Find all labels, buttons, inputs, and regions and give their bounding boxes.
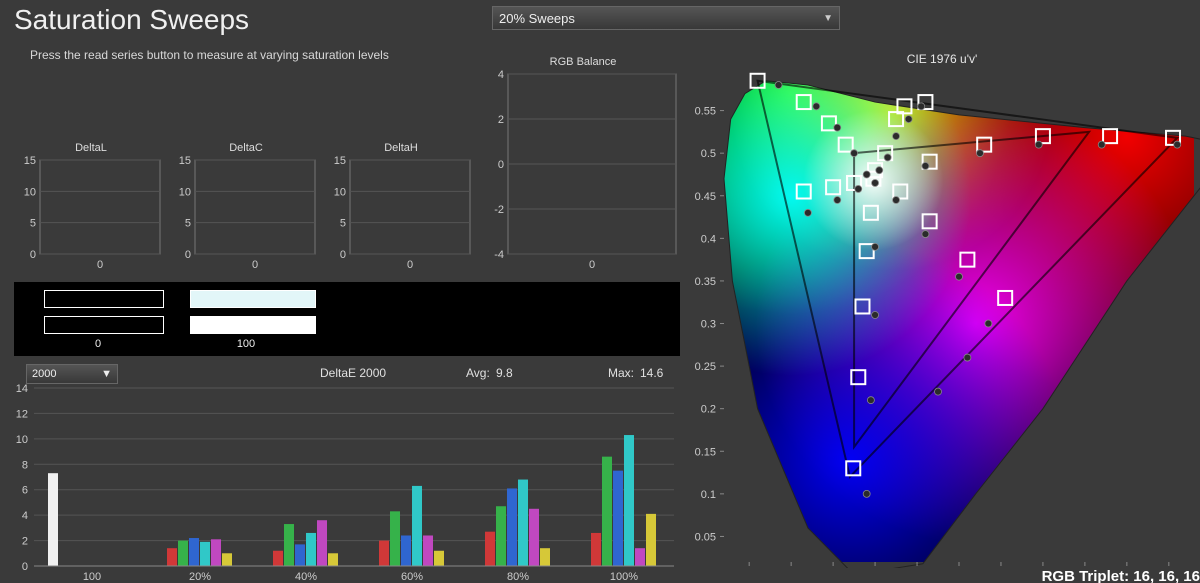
- svg-text:20%: 20%: [189, 571, 211, 583]
- cie-diagram: CIE 1976 u'v' 0.050.10.150.20.250.30.350…: [684, 58, 1200, 583]
- deltac-label: DeltaC: [173, 142, 319, 154]
- deltah-label: DeltaH: [328, 142, 474, 154]
- svg-text:10: 10: [334, 186, 346, 198]
- deltae-max-value: 14.6: [640, 366, 663, 380]
- svg-text:0.35: 0.35: [990, 567, 1011, 568]
- cie-title: CIE 1976 u'v': [684, 52, 1200, 66]
- svg-text:0: 0: [97, 259, 103, 271]
- svg-text:6: 6: [22, 485, 28, 497]
- svg-text:0.15: 0.15: [695, 446, 716, 458]
- chevron-down-icon: ▼: [823, 13, 833, 24]
- svg-text:2: 2: [498, 114, 504, 126]
- svg-text:0.45: 0.45: [695, 191, 716, 203]
- swatch-target: [44, 316, 164, 334]
- deltae-title: DeltaE 2000: [320, 366, 386, 380]
- swatch-strip: Target Actual 0100: [14, 282, 680, 356]
- deltae-avg-label: Avg:: [466, 366, 490, 380]
- svg-text:0.3: 0.3: [701, 319, 716, 331]
- swatch-value-label: 0: [78, 338, 118, 350]
- svg-text:12: 12: [16, 408, 28, 420]
- swatch-actual: [190, 290, 316, 308]
- deltae-mode-selector[interactable]: 2000 ▼: [26, 364, 118, 384]
- svg-text:0.1: 0.1: [701, 489, 716, 501]
- svg-text:40%: 40%: [295, 571, 317, 583]
- svg-text:10: 10: [179, 186, 191, 198]
- svg-text:-2: -2: [494, 204, 504, 216]
- svg-text:0.05: 0.05: [738, 567, 759, 568]
- svg-text:8: 8: [22, 459, 28, 471]
- svg-text:100: 100: [83, 571, 101, 583]
- deltal-chart: DeltaL 0510150: [18, 156, 164, 272]
- sweep-selector[interactable]: 20% Sweeps ▼: [492, 6, 840, 30]
- rgb-balance-chart: RGB Balance -4-20240: [486, 70, 680, 272]
- rgb-triplet-readout: RGB Triplet: 16, 16, 16: [1042, 568, 1200, 583]
- svg-text:5: 5: [30, 218, 36, 230]
- svg-text:10: 10: [16, 434, 28, 446]
- svg-text:-4: -4: [494, 249, 504, 261]
- svg-text:0: 0: [252, 259, 258, 271]
- svg-text:0.25: 0.25: [906, 567, 927, 568]
- swatch-target: [190, 316, 316, 334]
- svg-text:15: 15: [179, 156, 191, 167]
- svg-text:0.25: 0.25: [695, 361, 716, 373]
- svg-text:0.05: 0.05: [695, 531, 716, 543]
- deltae-mode-value: 2000: [32, 368, 56, 380]
- svg-text:0.15: 0.15: [822, 567, 843, 568]
- svg-text:80%: 80%: [507, 571, 529, 583]
- svg-text:100%: 100%: [610, 571, 638, 583]
- deltae-max-label: Max:: [608, 366, 634, 380]
- svg-text:10: 10: [24, 186, 36, 198]
- svg-text:5: 5: [185, 218, 191, 230]
- svg-text:0: 0: [498, 159, 504, 171]
- svg-text:0: 0: [22, 561, 28, 573]
- deltae-chart: 0 2 4 6 8 10 12 14 100 20% 40% 60% 80% 100%: [0, 384, 680, 583]
- svg-text:15: 15: [24, 156, 36, 167]
- svg-text:0.1: 0.1: [783, 567, 798, 568]
- svg-text:4: 4: [498, 70, 504, 81]
- svg-text:0: 0: [407, 259, 413, 271]
- svg-text:15: 15: [334, 156, 346, 167]
- svg-text:0.2: 0.2: [867, 567, 882, 568]
- svg-text:60%: 60%: [401, 571, 423, 583]
- sweep-selector-value: 20% Sweeps: [499, 11, 575, 26]
- deltae-avg-value: 9.8: [496, 366, 513, 380]
- swatch-actual: [44, 290, 164, 308]
- svg-text:2: 2: [22, 536, 28, 548]
- chevron-down-icon: ▼: [101, 368, 112, 380]
- svg-text:0.5: 0.5: [701, 148, 716, 160]
- svg-text:0.55: 0.55: [695, 106, 716, 118]
- svg-text:0.4: 0.4: [701, 233, 716, 245]
- page-title: Saturation Sweeps: [14, 4, 249, 36]
- svg-text:0.3: 0.3: [951, 567, 966, 568]
- svg-text:0: 0: [589, 259, 595, 271]
- deltal-label: DeltaL: [18, 142, 164, 154]
- svg-text:0: 0: [185, 249, 191, 261]
- page-subtitle: Press the read series button to measure …: [30, 48, 389, 62]
- svg-text:0: 0: [30, 249, 36, 261]
- svg-text:0.35: 0.35: [695, 276, 716, 288]
- svg-text:5: 5: [340, 218, 346, 230]
- svg-text:14: 14: [16, 384, 28, 395]
- svg-text:4: 4: [22, 510, 28, 522]
- rgb-balance-label: RGB Balance: [486, 56, 680, 68]
- deltah-chart: DeltaH 0510150: [328, 156, 474, 272]
- swatch-value-label: 100: [226, 338, 266, 350]
- svg-text:0.2: 0.2: [701, 404, 716, 416]
- svg-text:0: 0: [340, 249, 346, 261]
- deltac-chart: DeltaC 0510150: [173, 156, 319, 272]
